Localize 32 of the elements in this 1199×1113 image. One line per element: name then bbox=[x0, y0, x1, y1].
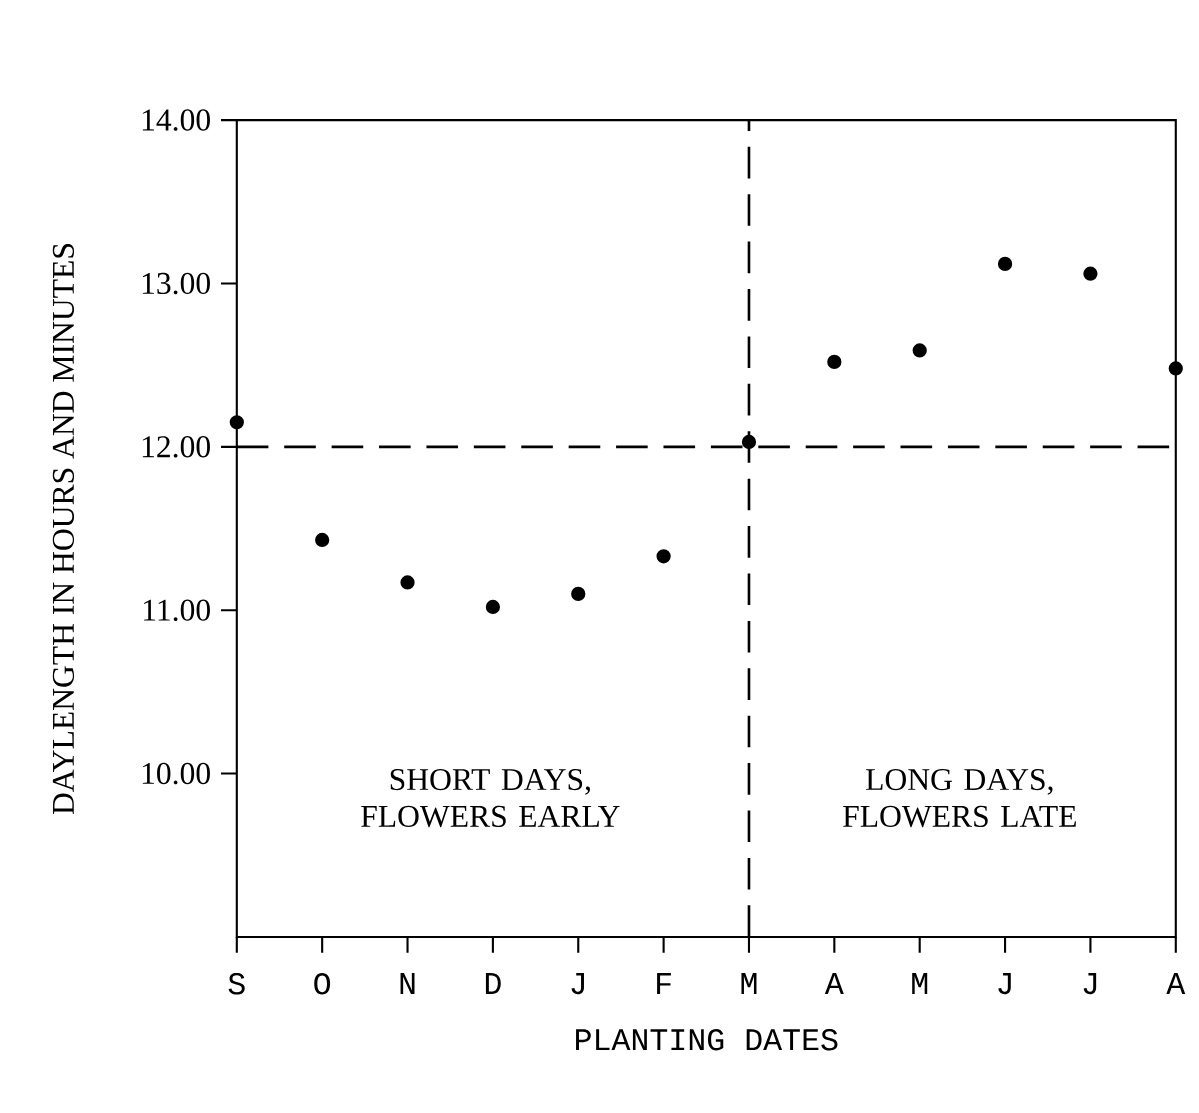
point bbox=[400, 575, 415, 590]
x-axis-title: PLANTING DATES bbox=[576, 1028, 838, 1051]
point bbox=[229, 415, 244, 430]
y-tick-label: 13.00 bbox=[142, 272, 210, 295]
y-tick-label: 12.00 bbox=[142, 436, 210, 458]
x-tick-label: A bbox=[824, 973, 844, 994]
x-tick-label: D bbox=[485, 973, 501, 994]
point bbox=[912, 343, 927, 358]
annotation: SHORT DAYS, FLOWERS EARLY bbox=[361, 768, 620, 828]
point bbox=[741, 434, 757, 450]
x-tick-label: M bbox=[912, 973, 928, 994]
x-tick-label: J bbox=[998, 973, 1011, 995]
x-tick-label: J bbox=[1083, 973, 1097, 995]
y-tick-label: 11.00 bbox=[144, 599, 210, 621]
point bbox=[485, 599, 501, 615]
point bbox=[1083, 266, 1098, 281]
point bbox=[656, 549, 671, 564]
y-tick-label: 10.00 bbox=[142, 762, 210, 785]
point bbox=[315, 532, 330, 548]
x-tick-label: S bbox=[228, 973, 245, 995]
x-tick-label: N bbox=[400, 973, 415, 994]
x-tick-label: J bbox=[571, 973, 584, 995]
x-tick-label: O bbox=[314, 973, 331, 995]
annotation: LONG DAYS, FLOWERS LATE bbox=[843, 768, 1076, 828]
y-axis-title: DAYLENGTH IN HOURS AND MINUTES bbox=[52, 244, 75, 815]
point bbox=[997, 256, 1013, 271]
point bbox=[571, 586, 586, 601]
x-tick-label: M bbox=[741, 973, 757, 994]
x-tick-label: F bbox=[657, 973, 671, 994]
point bbox=[827, 354, 842, 369]
x-tick-label: A bbox=[1166, 973, 1186, 994]
y-tick-label: 14.00 bbox=[142, 109, 210, 131]
